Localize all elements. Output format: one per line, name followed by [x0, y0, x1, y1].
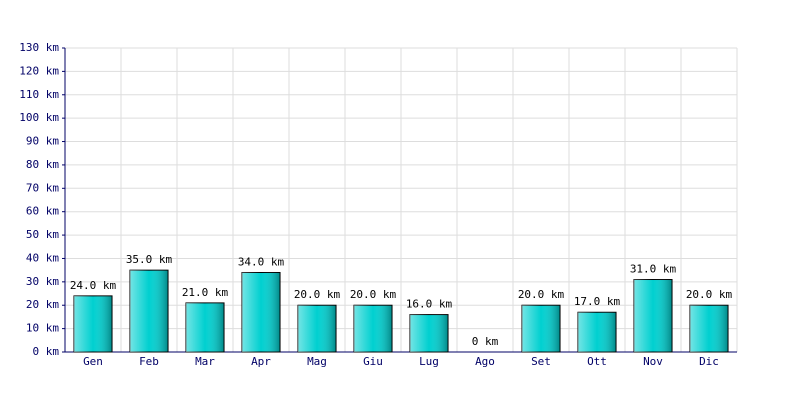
value-label: 20.0 km — [518, 288, 565, 301]
value-label: 24.0 km — [70, 279, 117, 292]
value-label: 34.0 km — [238, 255, 285, 268]
x-tick-label: Dic — [699, 355, 719, 368]
bar-shade — [129, 270, 169, 352]
bar-shade — [73, 295, 113, 352]
y-tick-label: 50 km — [26, 228, 59, 241]
bar-shade — [297, 305, 337, 352]
value-label: 20.0 km — [686, 288, 733, 301]
x-tick-label: Nov — [643, 355, 663, 368]
y-tick-label: 40 km — [26, 251, 59, 264]
y-tick-label: 80 km — [26, 158, 59, 171]
y-tick-label: 70 km — [26, 181, 59, 194]
bar-shade — [633, 279, 673, 352]
bar-shade — [353, 305, 393, 352]
value-label: 20.0 km — [350, 288, 397, 301]
bar-shade — [185, 302, 225, 352]
bar-shade — [521, 305, 561, 352]
x-tick-label: Mag — [307, 355, 327, 368]
x-tick-label: Ago — [475, 355, 495, 368]
y-tick-label: 20 km — [26, 298, 59, 311]
y-tick-label: 120 km — [19, 64, 59, 77]
y-tick-label: 90 km — [26, 135, 59, 148]
value-label: 20.0 km — [294, 288, 341, 301]
x-tick-label: Apr — [251, 355, 271, 368]
x-tick-label: Gen — [83, 355, 103, 368]
y-tick-label: 100 km — [19, 111, 59, 124]
x-tick-label: Lug — [419, 355, 439, 368]
y-tick-label: 0 km — [33, 345, 60, 358]
x-tick-label: Feb — [139, 355, 159, 368]
y-tick-label: 10 km — [26, 322, 59, 335]
bar-shade — [409, 314, 449, 352]
y-tick-label: 30 km — [26, 275, 59, 288]
bar-shade — [689, 305, 729, 352]
bar-shade — [577, 312, 617, 352]
bar-shade — [241, 272, 281, 352]
y-tick-label: 60 km — [26, 205, 59, 218]
y-tick-label: 110 km — [19, 88, 59, 101]
x-tick-label: Mar — [195, 355, 215, 368]
value-label: 16.0 km — [406, 298, 453, 311]
value-label: 0 km — [472, 335, 499, 348]
value-label: 21.0 km — [182, 286, 229, 299]
x-tick-label: Ott — [587, 355, 607, 368]
value-label: 17.0 km — [574, 295, 621, 308]
value-label: 31.0 km — [630, 263, 677, 276]
x-tick-label: Set — [531, 355, 551, 368]
y-tick-label: 130 km — [19, 41, 59, 54]
value-label: 35.0 km — [126, 253, 173, 266]
x-tick-label: Giu — [363, 355, 383, 368]
